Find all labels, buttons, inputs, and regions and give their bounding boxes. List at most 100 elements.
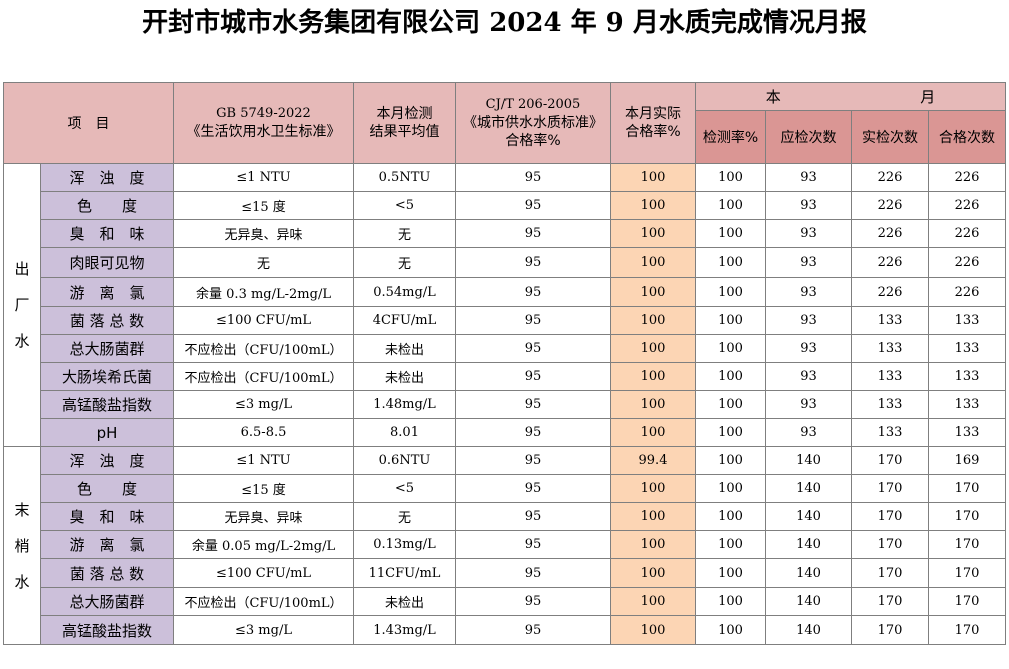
section-label-char: 水 [14,572,30,591]
actual-count-value: 170 [851,474,929,503]
actual-rate-value: 100 [610,558,696,588]
actual-count-value: 170 [851,446,929,475]
actual-rate-value: 100 [610,615,696,645]
detect-rate-value: 100 [695,418,766,447]
should-count-value: 140 [765,615,852,645]
header-actual-line1: 本月实际 [625,106,681,122]
pass-count-value: 170 [927,502,1007,531]
should-count-value: 93 [765,219,852,248]
standard-value: 不应检出（CFU/100mL） [173,362,354,391]
header-avg-line2: 结果平均值 [369,124,440,140]
header-monthly-average: 本月检测 结果平均值 [353,82,456,164]
actual-count-value: 133 [851,418,929,447]
header-avg-line1: 本月检测 [376,106,433,122]
item-name: 浑 浊 度 [40,446,174,475]
should-count-value: 140 [765,474,852,503]
header-item-label: 项 目 [67,116,110,132]
cjt-rate-value: 95 [455,247,611,278]
header-pass-count: 合格次数 [927,110,1007,164]
section-label: 末梢水 [3,446,41,645]
actual-count-value: 170 [851,530,929,559]
cjt-rate-value: 95 [455,390,611,419]
detect-rate-value: 100 [695,558,766,588]
detect-rate-value: 100 [695,587,766,616]
header-item: 项 目 [3,82,174,164]
monthly-average-value: 0.54mg/L [353,277,456,307]
monthly-average-value: 无 [353,219,456,248]
section-label-char: 水 [14,332,30,350]
table-row: 高锰酸盐指数 ≤3 mg/L 1.48mg/L 95 100 100 93 133 133 [4,390,1007,419]
should-count-value: 140 [765,530,852,559]
actual-rate-value: 100 [610,247,696,278]
item-name: 菌 落 总 数 [40,306,174,335]
pass-count-value: 226 [927,247,1007,278]
should-count-value: 93 [765,247,852,278]
water-quality-table: 项 目 GB 5749-2022 《生活饮用水卫生标准》 本月检测 结果平均值 … [3,82,1007,645]
should-count-value: 93 [765,418,852,447]
detect-rate-value: 100 [695,191,766,220]
should-count-value: 140 [765,558,852,588]
monthly-average-value: 4CFU/mL [353,306,456,335]
cjt-rate-value: 95 [455,219,611,248]
standard-value: 余量 0.3 mg/L-2mg/L [173,277,354,307]
cjt-rate-value: 95 [455,587,611,616]
header-gb-name: 《生活饮用水卫生标准》 [186,124,341,140]
actual-count-value: 226 [851,277,929,307]
should-count-value: 93 [765,191,852,220]
standard-value: ≤1 NTU [173,163,354,192]
should-count-value: 93 [765,334,852,363]
monthly-average-value: 未检出 [353,587,456,616]
header-actual-count: 实检次数 [851,110,929,164]
cjt-rate-value: 95 [455,502,611,531]
cjt-rate-value: 95 [455,163,611,192]
actual-count-value: 226 [851,191,929,220]
standard-value: ≤100 CFU/mL [173,558,354,588]
actual-rate-value: 100 [610,530,696,559]
pass-count-value: 170 [927,474,1007,503]
table-row: 菌 落 总 数 ≤100 CFU/mL 4CFU/mL 95 100 100 93 133 13… [4,306,1007,335]
actual-count-value: 170 [851,615,929,645]
actual-count-value: 170 [851,502,929,531]
should-count-value: 140 [765,502,852,531]
actual-rate-value: 100 [610,306,696,335]
monthly-average-value: 11CFU/mL [353,558,456,588]
monthly-average-value: 无 [353,247,456,278]
standard-value: 余量 0.05 mg/L-2mg/L [173,530,354,559]
table-row: 游 离 氯余量 0.3 mg/L-2mg/L 0.54mg/L 95 100 100 93… [4,277,1007,307]
cjt-rate-value: 95 [455,418,611,447]
item-name: pH [40,418,174,447]
section-label-char: 厂 [14,296,30,314]
should-count-value: 140 [765,587,852,616]
cjt-rate-value: 95 [455,191,611,220]
section-label: 出厂水 [3,163,41,447]
monthly-average-value: 1.48mg/L [353,390,456,419]
monthly-average-value: 未检出 [353,334,456,363]
detect-rate-value: 100 [695,277,766,307]
monthly-average-value: 0.6NTU [353,446,456,475]
standard-value: ≤3 mg/L [173,615,354,645]
should-count-value: 93 [765,306,852,335]
cjt-rate-value: 95 [455,306,611,335]
item-name: 臭 和 味 [40,502,174,531]
detect-rate-value: 100 [695,390,766,419]
item-name: 臭 和 味 [40,219,174,248]
actual-rate-value: 100 [610,474,696,503]
monthly-average-value: 0.13mg/L [353,530,456,559]
actual-count-value: 133 [851,306,929,335]
table-row: pH 6.5-8.5 8.01 95 100 100 93 133 133 [4,418,1007,447]
detect-rate-value: 100 [695,247,766,278]
table-row: 臭 和 味无异臭、异味无 95 100 100 140 170 170 [4,502,1007,531]
pass-count-value: 170 [927,587,1007,616]
monthly-average-value: 1.43mg/L [353,615,456,645]
table-row: 肉眼可见物无无 95 100 100 93 226 226 [4,247,1007,278]
header-actual-rate: 本月实际 合格率% [610,82,696,164]
standard-value: 无异臭、异味 [173,219,354,248]
actual-rate-value: 100 [610,277,696,307]
actual-rate-value: 100 [610,418,696,447]
header-should-count: 应检次数 [765,110,852,164]
standard-value: ≤100 CFU/mL [173,306,354,335]
header-month-right: 月 [920,88,936,106]
standard-value: 无 [173,247,354,278]
section-label-char: 出 [14,260,30,278]
table-row: 菌 落 总 数 ≤100 CFU/mL 11CFU/mL 95 100 100 140 170… [4,558,1007,588]
